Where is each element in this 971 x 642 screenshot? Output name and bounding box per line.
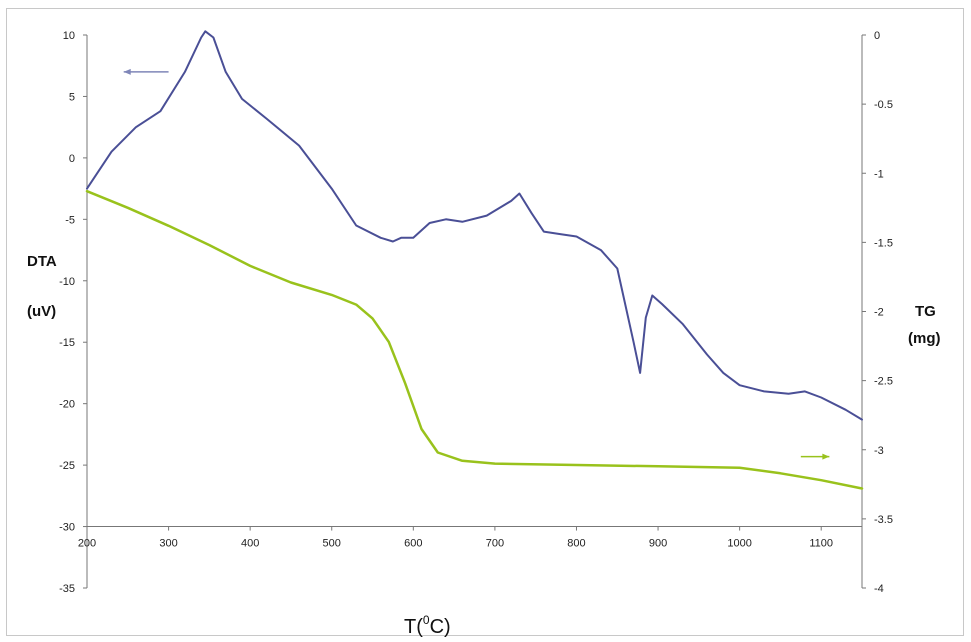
y-right-tick-label: -0.5 xyxy=(874,99,893,111)
series-layer xyxy=(85,30,864,490)
x-tick-label: 800 xyxy=(567,538,585,550)
y-left-tick-label: -10 xyxy=(59,276,75,288)
y-right-ticks: 0 -0.5 -1 -1.5 -2 -2.5 -3 -3.5 -4 xyxy=(862,30,893,595)
chart-frame xyxy=(6,8,964,636)
tg-axis-arrow xyxy=(800,453,830,460)
x-tick-label: 1000 xyxy=(727,538,751,550)
dta-series-line xyxy=(86,30,863,421)
x-tick-label: 900 xyxy=(649,538,667,550)
x-tick-label: 700 xyxy=(486,538,504,550)
dta-axis-arrow xyxy=(123,68,169,75)
y-right-label-line2: (mg) xyxy=(908,330,941,347)
y-left-tick-label: -30 xyxy=(59,522,75,534)
x-tick-label: 300 xyxy=(159,538,177,550)
y-right-label-line1: TG xyxy=(915,303,936,320)
y-right-tick-label: -1 xyxy=(874,168,884,180)
y-right-tick-label: -3.5 xyxy=(874,514,893,526)
x-axis-title: T(0C) xyxy=(404,613,451,638)
x-ticks: 200 300 400 500 600 700 800 900 1000 1100 xyxy=(78,526,833,550)
y-right-tick-label: -2 xyxy=(874,307,884,319)
x-axis-title-main: T( xyxy=(404,616,423,638)
y-right-tick-label: -1.5 xyxy=(874,237,893,249)
y-left-tick-label: -35 xyxy=(59,583,75,595)
y-right-tick-label: -3 xyxy=(874,445,884,457)
y-left-tick-label: 5 xyxy=(69,91,75,103)
y-left-label-line1: DTA xyxy=(27,253,57,270)
y-left-tick-label: 10 xyxy=(63,30,75,42)
x-axis-title-end: C) xyxy=(430,616,451,638)
y-left-tick-label: -25 xyxy=(59,460,75,472)
y-left-tick-label: -5 xyxy=(65,214,75,226)
tg-series-line xyxy=(85,189,864,490)
y-right-tick-label: -4 xyxy=(874,583,884,595)
x-tick-label: 500 xyxy=(323,538,341,550)
x-tick-label: 400 xyxy=(241,538,259,550)
y-right-tick-label: -2.5 xyxy=(874,376,893,388)
x-axis-title-sup: 0 xyxy=(423,613,430,627)
arrow-head xyxy=(123,68,131,75)
y-left-tick-label: -20 xyxy=(59,399,75,411)
y-right-tick-label: 0 xyxy=(874,30,880,42)
x-tick-label: 200 xyxy=(78,538,96,550)
x-tick-label: 600 xyxy=(404,538,422,550)
arrow-layer xyxy=(123,68,830,460)
x-tick-label: 1100 xyxy=(809,538,833,550)
y-left-label-line2: (uV) xyxy=(27,303,56,320)
y-left-ticks: 10 5 0 -5 -10 -15 -20 -25 -30 -35 xyxy=(59,30,87,595)
plot-area: 200 300 400 500 600 700 800 900 1000 1100 10 5 0 -5 -… xyxy=(59,30,893,595)
y-left-tick-label: 0 xyxy=(69,153,75,165)
arrow-head xyxy=(822,453,830,460)
y-left-tick-label: -15 xyxy=(59,337,75,349)
